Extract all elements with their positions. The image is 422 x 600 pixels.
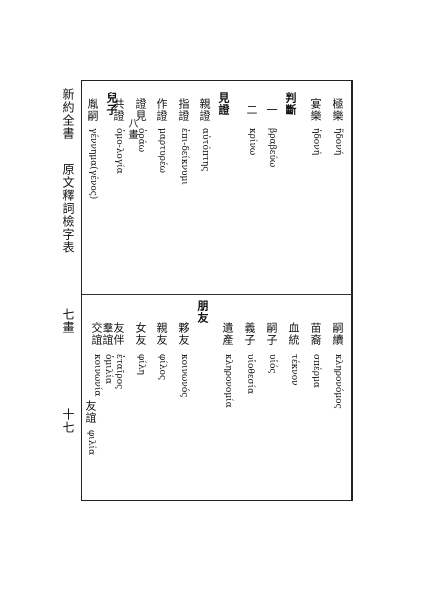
entry-greek: μαρτυρέω (157, 128, 167, 173)
entry-word: 胤嗣 (86, 98, 99, 122)
entry-word: 交誼 (90, 322, 103, 346)
entry-greek: βραβεύω (267, 128, 277, 168)
entry-greek: αὐτόπτης (200, 128, 210, 172)
entry-heading: 判斷 (284, 92, 297, 116)
entry-word: 證見 (134, 98, 147, 122)
entry-greek: τέκνον (289, 354, 299, 386)
entry-word: 指證 (177, 98, 190, 122)
page-frame (81, 80, 353, 501)
entry-word: 女友 (134, 322, 147, 346)
entry-word: 一 (265, 104, 278, 116)
entry-greek: φίλος (157, 354, 167, 380)
book-title: 新約全書 (61, 88, 75, 140)
entry-word: 嗣子 (265, 322, 278, 346)
entry-greek: ἥδονή (333, 128, 343, 156)
entry-greek: σπέρμα (311, 354, 321, 388)
entry-greek: κρίνω (247, 128, 257, 156)
entry-word: 血統 (287, 322, 300, 346)
entry-greek: κοινωνός (179, 354, 189, 398)
entry-greek: ἡδονή (311, 128, 321, 156)
entry-greek: υἱοθεσία (245, 354, 255, 395)
entry-greek: ἑταῖρος (114, 354, 124, 390)
entry-greek: υἱός (267, 354, 277, 374)
entry-word: 嗣續 (331, 322, 344, 346)
index-title: 原文釋詞檢字表 (61, 163, 75, 254)
entry-word: 作證 (155, 98, 168, 122)
section-divider (81, 294, 353, 295)
entry-word: 親證 (198, 98, 211, 122)
entry-greek: κληρονομία (223, 354, 233, 408)
entry-word: 羣誼 (101, 322, 114, 346)
entry-word: 友誼 (84, 400, 97, 424)
stroke-section: 七畫 (61, 308, 75, 334)
page-number: 十七 (61, 408, 75, 434)
entry-greek: ὁράω (136, 128, 146, 153)
entry-greek: κληρονόμος (333, 354, 343, 409)
entry-word: 二 (245, 104, 258, 116)
entry-greek: ὁμιλία (103, 354, 113, 385)
entry-greek: γέννημα(γένος) (88, 128, 98, 200)
stroke-heading: 八畫 (126, 118, 137, 140)
entry-word: 友伴 (112, 322, 125, 346)
entry-greek: φίλη (136, 354, 146, 375)
entry-word: 共證 (112, 98, 125, 122)
entry-word: 極樂 (331, 98, 344, 122)
entry-word: 宴樂 (309, 98, 322, 122)
entry-heading: 見證 (217, 92, 230, 116)
entry-word: 義子 (243, 322, 256, 346)
entry-word: 苗裔 (309, 322, 322, 346)
entry-greek: κοινωνία (92, 354, 102, 397)
entry-heading: 朋友 (196, 300, 209, 324)
entry-heading: 兒子 (105, 92, 118, 116)
entry-word: 遺產 (221, 322, 234, 346)
entry-greek: ὁμο-λογία (114, 128, 124, 174)
entry-greek: φιλία (86, 430, 96, 456)
entry-greek: ἐπι-δείκνυμι (179, 128, 189, 185)
entry-word: 親友 (155, 322, 168, 346)
entry-word: 夥友 (177, 322, 190, 346)
